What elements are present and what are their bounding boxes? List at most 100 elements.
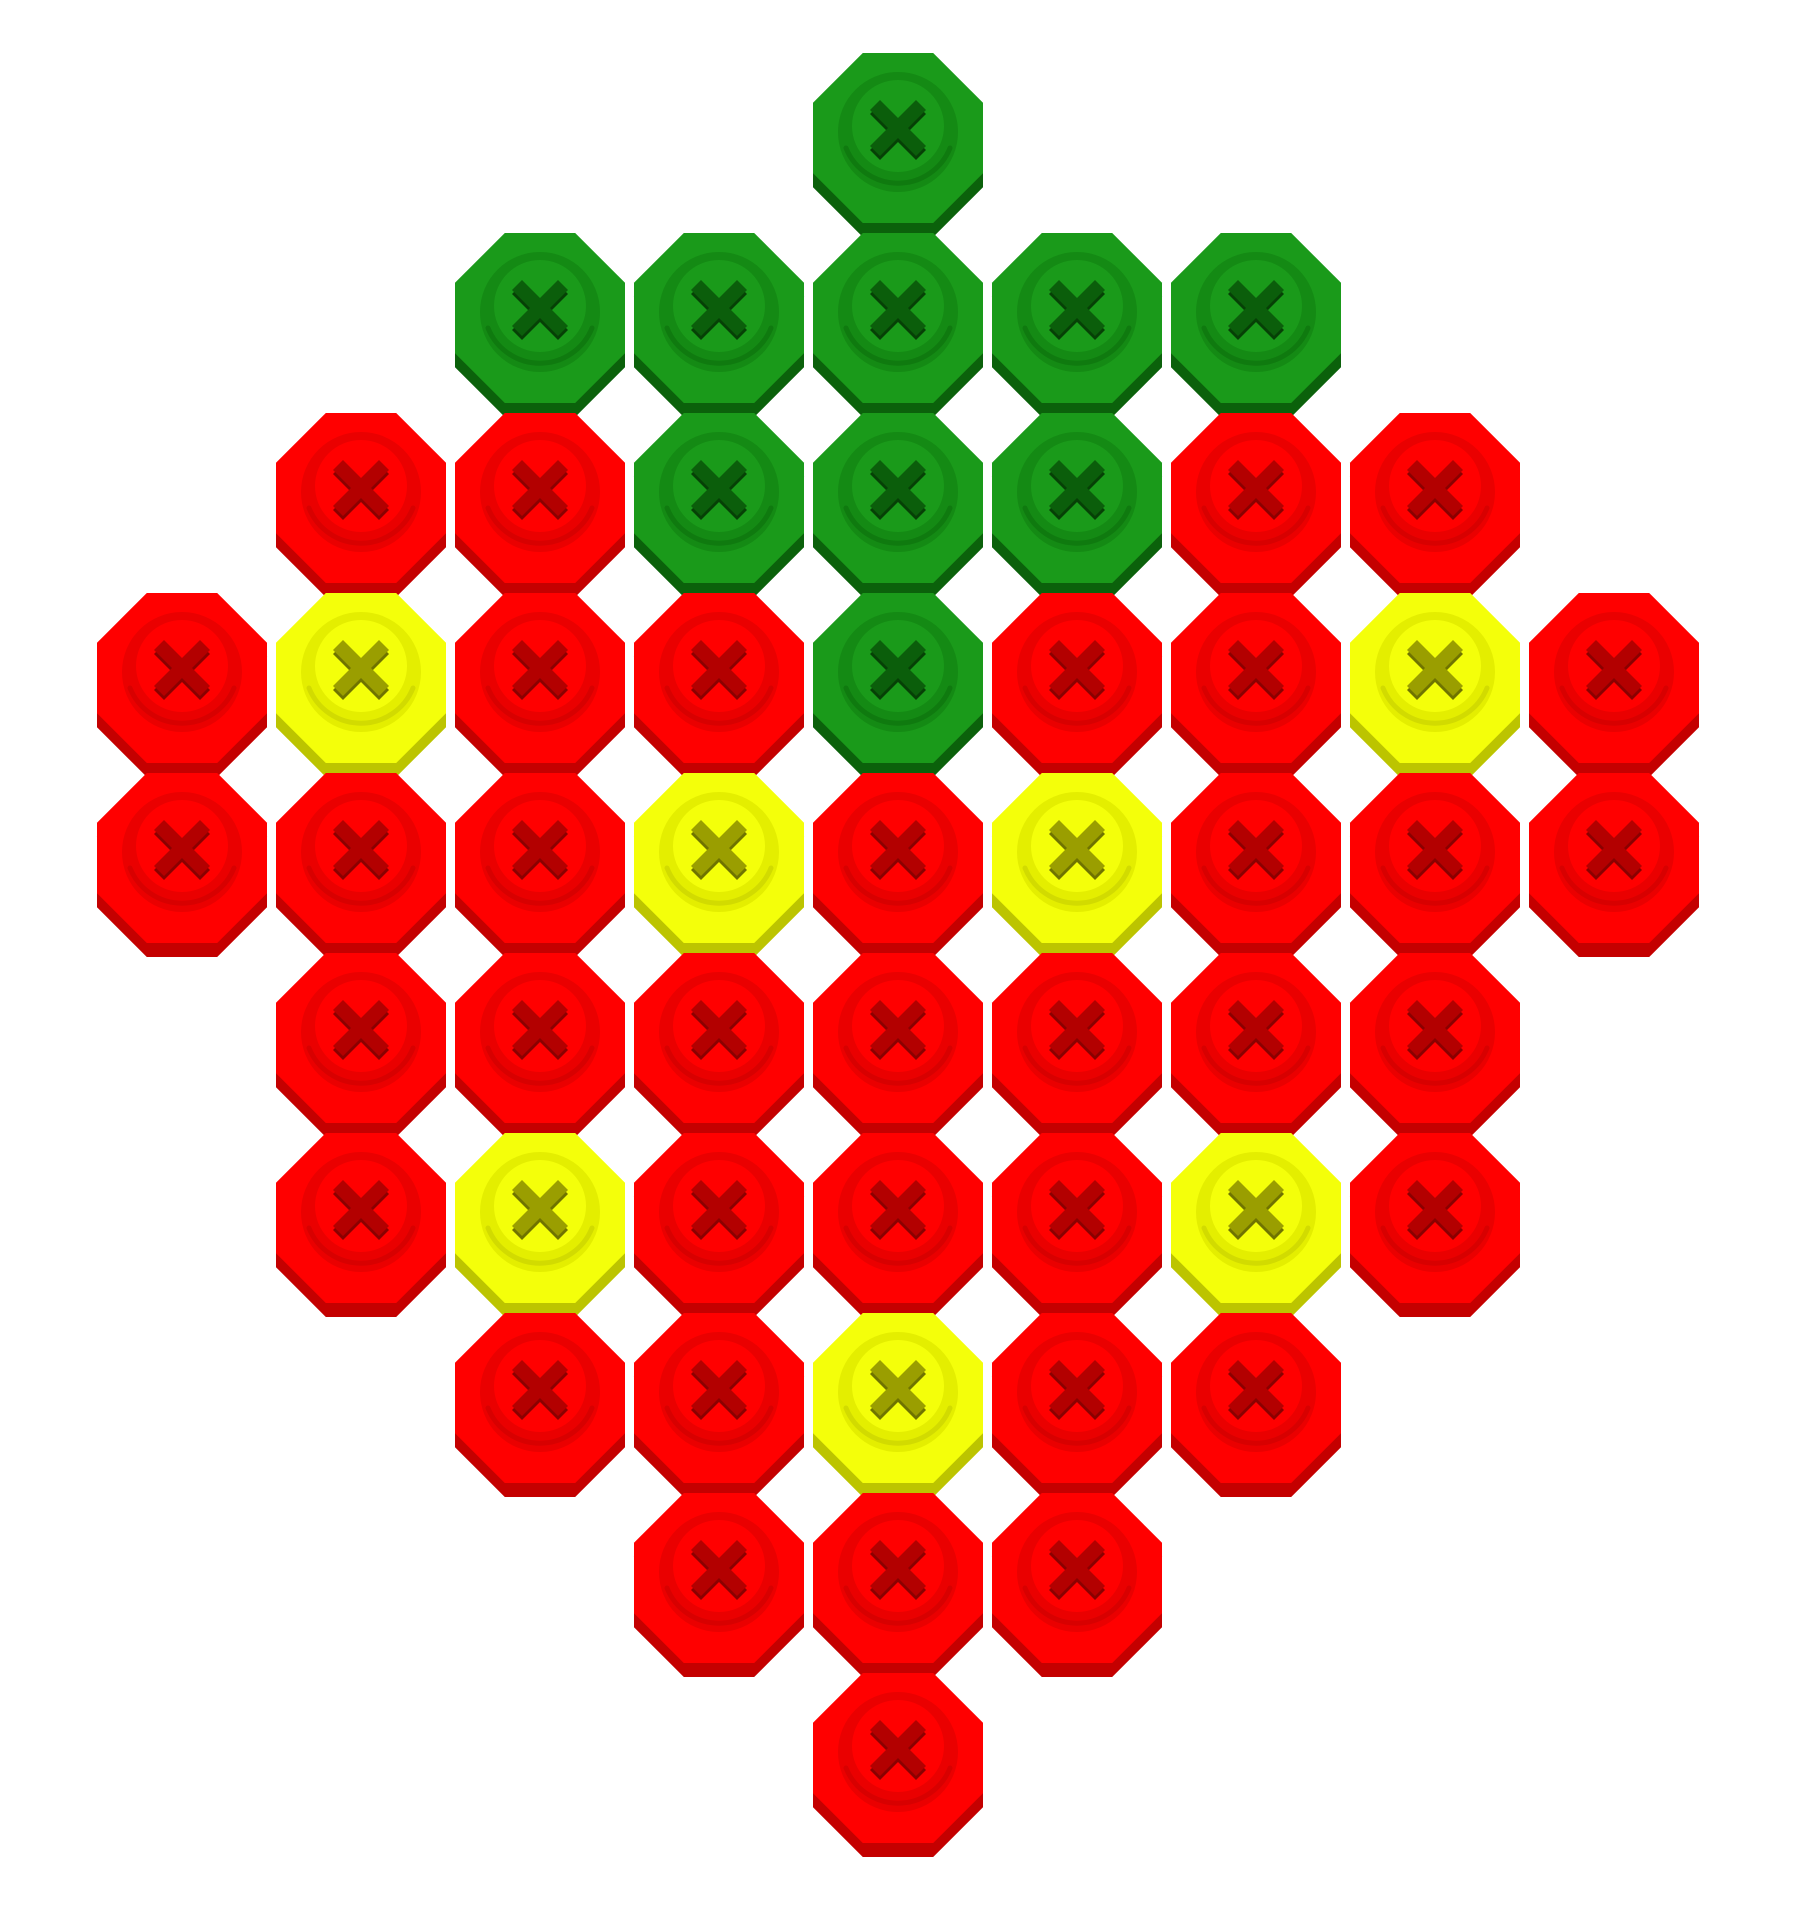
red-screw[interactable]	[1166, 408, 1346, 600]
red-screw[interactable]	[1166, 1308, 1346, 1500]
yellow-screw[interactable]	[629, 768, 809, 960]
red-screw[interactable]	[1345, 768, 1525, 960]
green-screw[interactable]	[1166, 228, 1346, 420]
phillips-cross-icon	[333, 820, 389, 880]
green-screw[interactable]	[808, 228, 988, 420]
red-screw[interactable]	[1345, 408, 1525, 600]
red-screw[interactable]	[808, 1128, 988, 1320]
red-screw[interactable]	[629, 948, 809, 1140]
phillips-cross-icon	[1586, 820, 1642, 880]
phillips-cross-icon	[1228, 460, 1284, 520]
phillips-cross-icon	[1228, 280, 1284, 340]
red-screw[interactable]	[271, 948, 451, 1140]
red-screw[interactable]	[271, 1128, 451, 1320]
phillips-cross-icon	[691, 820, 747, 880]
phillips-cross-icon	[691, 460, 747, 520]
green-screw[interactable]	[987, 408, 1167, 600]
yellow-screw[interactable]	[1166, 1128, 1346, 1320]
red-screw[interactable]	[987, 948, 1167, 1140]
phillips-cross-icon	[333, 1180, 389, 1240]
phillips-cross-icon	[1407, 640, 1463, 700]
phillips-cross-icon	[691, 640, 747, 700]
green-screw[interactable]	[629, 408, 809, 600]
green-screw[interactable]	[808, 48, 988, 240]
yellow-screw[interactable]	[1345, 588, 1525, 780]
phillips-cross-icon	[1049, 640, 1105, 700]
red-screw[interactable]	[271, 408, 451, 600]
red-screw[interactable]	[450, 1308, 630, 1500]
red-screw[interactable]	[629, 588, 809, 780]
yellow-screw[interactable]	[987, 768, 1167, 960]
red-screw[interactable]	[450, 768, 630, 960]
phillips-cross-icon	[512, 280, 568, 340]
phillips-cross-icon	[1049, 1540, 1105, 1600]
phillips-cross-icon	[512, 1180, 568, 1240]
green-screw[interactable]	[808, 588, 988, 780]
phillips-cross-icon	[1049, 1360, 1105, 1420]
red-screw[interactable]	[1524, 768, 1704, 960]
phillips-cross-icon	[1049, 1000, 1105, 1060]
red-screw[interactable]	[987, 1128, 1167, 1320]
red-screw[interactable]	[450, 948, 630, 1140]
green-screw[interactable]	[629, 228, 809, 420]
yellow-screw[interactable]	[271, 588, 451, 780]
red-screw[interactable]	[629, 1488, 809, 1680]
phillips-cross-icon	[333, 1000, 389, 1060]
red-screw[interactable]	[450, 408, 630, 600]
phillips-cross-icon	[1049, 280, 1105, 340]
red-screw[interactable]	[808, 768, 988, 960]
green-screw[interactable]	[808, 408, 988, 600]
phillips-cross-icon	[1586, 640, 1642, 700]
yellow-screw[interactable]	[808, 1308, 988, 1500]
phillips-cross-icon	[1228, 640, 1284, 700]
phillips-cross-icon	[691, 1540, 747, 1600]
phillips-cross-icon	[691, 1360, 747, 1420]
phillips-cross-icon	[1407, 460, 1463, 520]
phillips-cross-icon	[691, 280, 747, 340]
green-screw[interactable]	[450, 228, 630, 420]
red-screw[interactable]	[271, 768, 451, 960]
phillips-cross-icon	[1228, 1360, 1284, 1420]
phillips-cross-icon	[1407, 820, 1463, 880]
red-screw[interactable]	[987, 1488, 1167, 1680]
phillips-cross-icon	[870, 1360, 926, 1420]
phillips-cross-icon	[870, 460, 926, 520]
phillips-cross-icon	[1228, 1000, 1284, 1060]
red-screw[interactable]	[1345, 948, 1525, 1140]
red-screw[interactable]	[808, 1668, 988, 1860]
phillips-cross-icon	[512, 460, 568, 520]
phillips-cross-icon	[870, 820, 926, 880]
red-screw[interactable]	[1166, 768, 1346, 960]
yellow-screw[interactable]	[450, 1128, 630, 1320]
phillips-cross-icon	[1228, 1180, 1284, 1240]
red-screw[interactable]	[808, 1488, 988, 1680]
phillips-cross-icon	[870, 1180, 926, 1240]
red-screw[interactable]	[450, 588, 630, 780]
phillips-cross-icon	[691, 1000, 747, 1060]
phillips-cross-icon	[512, 1360, 568, 1420]
red-screw[interactable]	[808, 948, 988, 1140]
phillips-cross-icon	[1228, 820, 1284, 880]
red-screw[interactable]	[92, 768, 272, 960]
phillips-cross-icon	[870, 1000, 926, 1060]
phillips-cross-icon	[870, 640, 926, 700]
phillips-cross-icon	[1407, 1180, 1463, 1240]
red-screw[interactable]	[629, 1308, 809, 1500]
red-screw[interactable]	[1345, 1128, 1525, 1320]
phillips-cross-icon	[870, 1540, 926, 1600]
phillips-cross-icon	[154, 640, 210, 700]
phillips-cross-icon	[512, 640, 568, 700]
red-screw[interactable]	[1166, 948, 1346, 1140]
red-screw[interactable]	[1166, 588, 1346, 780]
green-screw[interactable]	[987, 228, 1167, 420]
red-screw[interactable]	[987, 588, 1167, 780]
phillips-cross-icon	[512, 1000, 568, 1060]
phillips-cross-icon	[1407, 1000, 1463, 1060]
red-screw[interactable]	[1524, 588, 1704, 780]
phillips-cross-icon	[870, 100, 926, 160]
red-screw[interactable]	[92, 588, 272, 780]
red-screw[interactable]	[987, 1308, 1167, 1500]
phillips-cross-icon	[870, 1720, 926, 1780]
red-screw[interactable]	[629, 1128, 809, 1320]
